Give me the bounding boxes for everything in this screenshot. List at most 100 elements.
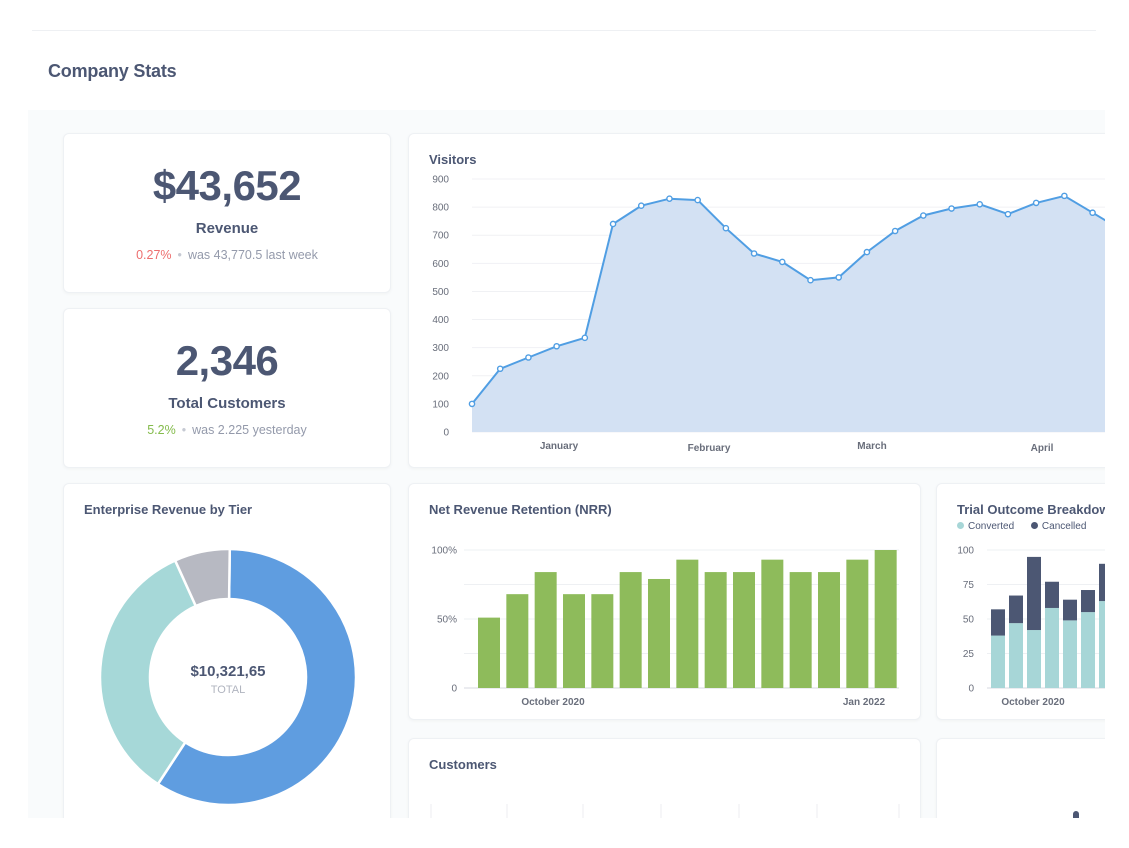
y-tick-label: 300 [432,343,449,354]
y-tick-label: 25 [963,649,975,660]
visitors-point [496,365,504,373]
revenue-comparison-row: 0.27% • was 43,770.5 last week [64,248,390,262]
customers-chart-gridlines [430,804,900,818]
partial-card-glyph [1073,811,1079,818]
nrr-bar [818,572,840,688]
y-tick-label: 0 [451,684,457,695]
y-tick-label: 100 [432,399,449,410]
dashboard-canvas: $43,652 Revenue 0.27% • was 43,770.5 last … [28,110,1105,818]
nrr-bar-chart: 0 50% 100% October 2020 Jan 2022 [431,546,899,708]
nrr-bar [874,550,897,688]
partial-card[interactable] [936,738,1105,818]
cancelled-bar [1009,595,1023,624]
visitors-area [472,195,1105,432]
visitors-point [694,196,701,204]
enterprise-donut-chart [98,547,358,807]
visitors-point [778,258,786,266]
visitors-point [948,205,955,212]
visitors-point [553,342,560,350]
visitors-point [666,195,673,202]
total-customers-label: Total Customers [168,395,286,412]
revenue-label: Revenue [195,220,259,237]
visitors-point [609,220,617,228]
cancelled-bar [991,609,1005,636]
cancelled-bar [1099,563,1105,602]
nrr-bar [648,578,670,688]
cancelled-bar [1045,581,1059,608]
visitors-card[interactable]: Visitors 0 100 200 300 400 500 600 700 800 900 Jan… [408,133,1105,468]
nrr-bar [789,572,812,688]
visitors-point [722,224,730,232]
y-tick-label: 100% [431,546,457,557]
revenue-change: 0.27% [136,248,172,262]
nrr-bar [591,594,614,688]
cancelled-bar [1027,556,1041,631]
trial-legend: Converted Cancelled [957,521,1100,532]
visitors-point [1061,192,1068,200]
converted-bar [1027,630,1041,688]
converted-bar [1045,607,1059,688]
visitors-point [835,274,843,281]
header-divider [32,30,1096,31]
y-tick-label: 900 [432,175,449,186]
converted-bar [1009,623,1023,688]
nrr-bar [761,559,784,688]
cancelled-bar [1081,590,1095,613]
donut-center-label: TOTAL [210,684,246,696]
y-tick-label: 800 [432,203,449,214]
legend-cancelled[interactable]: Cancelled [1030,521,1087,532]
y-tick-label: 500 [432,287,449,298]
nrr-bar [846,559,869,688]
enterprise-revenue-card[interactable]: Enterprise Revenue by Tier $10,321,65 TO… [63,483,391,818]
x-tick-label: January [540,441,579,452]
visitors-point [863,248,871,256]
visitors-point [637,202,645,210]
visitors-line [471,194,1105,405]
visitors-point [891,227,899,235]
x-tick-label: Jan 2022 [843,697,886,708]
nrr-bar [506,594,529,688]
total-customers-change: 5.2% [147,423,176,437]
total-customers-value: 2,346 [175,337,279,384]
cancelled-bar [1063,599,1077,621]
y-tick-label: 700 [432,231,449,242]
total-customers-card[interactable]: 2,346 Total Customers 5.2% • was 2.225 yes… [63,308,391,468]
trial-outcome-card[interactable]: Trial Outcome Breakdown Converted Cancel… [936,483,1105,720]
customers-chart-title: Customers [429,757,497,772]
visitors-point [807,276,814,284]
converted-bar [1081,612,1095,688]
revenue-card[interactable]: $43,652 Revenue 0.27% • was 43,770.5 last … [63,133,391,293]
enterprise-revenue-title: Enterprise Revenue by Tier [84,502,253,517]
nrr-bar [676,559,699,688]
donut-slice [173,547,232,608]
visitors-point [976,201,984,208]
total-customers-comparison-row: 5.2% • was 2.225 yesterday [64,423,390,437]
visitors-chart: 0 100 200 300 400 500 600 700 800 900 January Febru… [432,175,1105,454]
y-tick-label: 200 [432,371,449,382]
nrr-card[interactable]: Net Revenue Retention (NRR) 0 50% 100% Octo… [408,483,921,720]
visitors-point [750,250,758,257]
revenue-value: $43,652 [152,162,302,209]
legend-converted[interactable]: Converted [957,521,1014,532]
converted-bar [1099,601,1105,688]
nrr-bar [733,572,755,688]
legend-label: Cancelled [1041,521,1087,532]
trial-stacked-chart: 0 25 50 75 100 October 2020 [957,546,1105,708]
y-tick-label: 50 [963,615,975,626]
page-title: Company Stats [48,61,177,81]
y-tick-label: 400 [432,315,449,326]
separator-dot: • [177,248,182,262]
y-tick-label: 0 [968,684,974,695]
legend-label: Converted [968,521,1015,532]
nrr-bar [563,594,585,688]
x-tick-label: October 2020 [1001,697,1065,708]
customers-chart-card[interactable]: Customers [408,738,921,818]
nrr-bar [619,572,642,688]
x-tick-label: April [1031,443,1054,454]
visitors-point [920,212,927,219]
trial-outcome-title: Trial Outcome Breakdown [957,502,1105,517]
x-tick-label: February [688,443,731,454]
converted-bar [991,635,1005,688]
x-tick-label: October 2020 [521,697,585,708]
converted-bar [1063,620,1077,688]
